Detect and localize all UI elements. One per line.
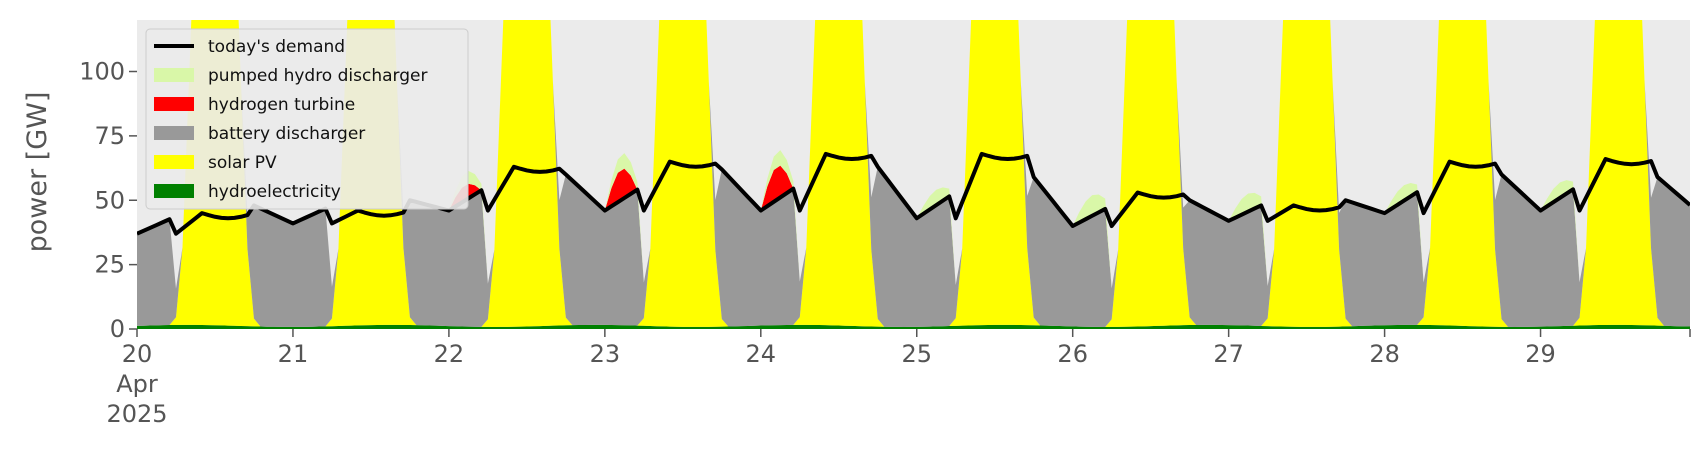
x-tick-label: 28 [1369,340,1400,368]
x-tick-label: 24 [746,340,777,368]
x-tick-label: 2025 [106,400,167,428]
legend-swatch [154,184,194,198]
y-tick-label: 25 [94,251,125,279]
x-tick-label: 22 [434,340,465,368]
legend-swatch [154,68,194,82]
area-battery [137,20,1690,327]
y-tick-label: 75 [94,122,125,150]
x-tick-label: 29 [1525,340,1556,368]
x-tick-label: 23 [590,340,621,368]
x-tick-label: 27 [1213,340,1244,368]
legend-label: pumped hydro discharger [208,66,427,86]
y-tick-label: 0 [110,315,125,343]
y-axis-title: power [GW] [22,92,53,253]
series-layer [137,20,1690,329]
legend-frame [145,28,469,210]
x-tick-label: Apr [116,370,158,398]
line-demand [137,151,1690,236]
legend-label: battery discharger [208,124,365,144]
area-solar [137,20,1690,327]
x-tick-label: 20 [122,340,153,368]
x-tick-label: 26 [1057,340,1088,368]
legend: today's demand pumped hydro discharger hyd… [145,28,469,210]
legend-swatch [154,155,194,169]
legend-label: solar PV [208,153,277,173]
x-tick-label: 25 [901,340,932,368]
legend-swatch [154,126,194,140]
legend-label: hydroelectricity [208,182,341,202]
y-tick-label: 50 [94,186,125,214]
y-tick-label: 100 [79,58,125,86]
legend-label: today's demand [208,37,345,57]
legend-swatch [154,97,194,111]
x-tick-label: 21 [278,340,309,368]
legend-label: hydrogen turbine [208,95,355,115]
area-hydro [137,324,1690,329]
